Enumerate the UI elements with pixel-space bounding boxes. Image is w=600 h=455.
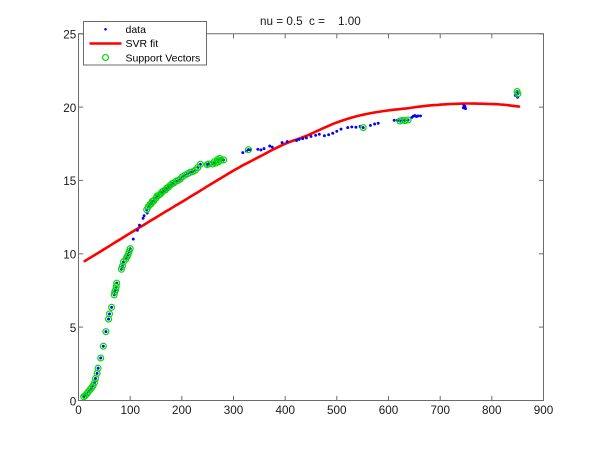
svg-text:nu = 0.5 c = 1.00: nu = 0.5 c = 1.00: [260, 15, 361, 28]
svg-text:10: 10: [63, 249, 77, 262]
svg-text:700: 700: [430, 404, 450, 417]
svg-text:5: 5: [70, 322, 77, 335]
svg-text:0: 0: [70, 395, 77, 408]
svg-text:200: 200: [172, 404, 192, 417]
svg-text:500: 500: [327, 404, 347, 417]
svg-text:25: 25: [63, 29, 77, 42]
svg-text:Support Vectors: Support Vectors: [126, 52, 201, 64]
svg-text:600: 600: [379, 404, 399, 417]
svg-text:SVR fit: SVR fit: [126, 38, 159, 50]
svg-text:20: 20: [63, 102, 77, 115]
svg-text:300: 300: [224, 404, 244, 417]
svg-text:data: data: [126, 24, 147, 36]
svg-text:0: 0: [75, 404, 82, 417]
svg-text:800: 800: [482, 404, 502, 417]
svg-text:15: 15: [63, 175, 77, 188]
svg-text:400: 400: [275, 404, 295, 417]
svg-text:900: 900: [534, 404, 554, 417]
svg-text:100: 100: [120, 404, 140, 417]
